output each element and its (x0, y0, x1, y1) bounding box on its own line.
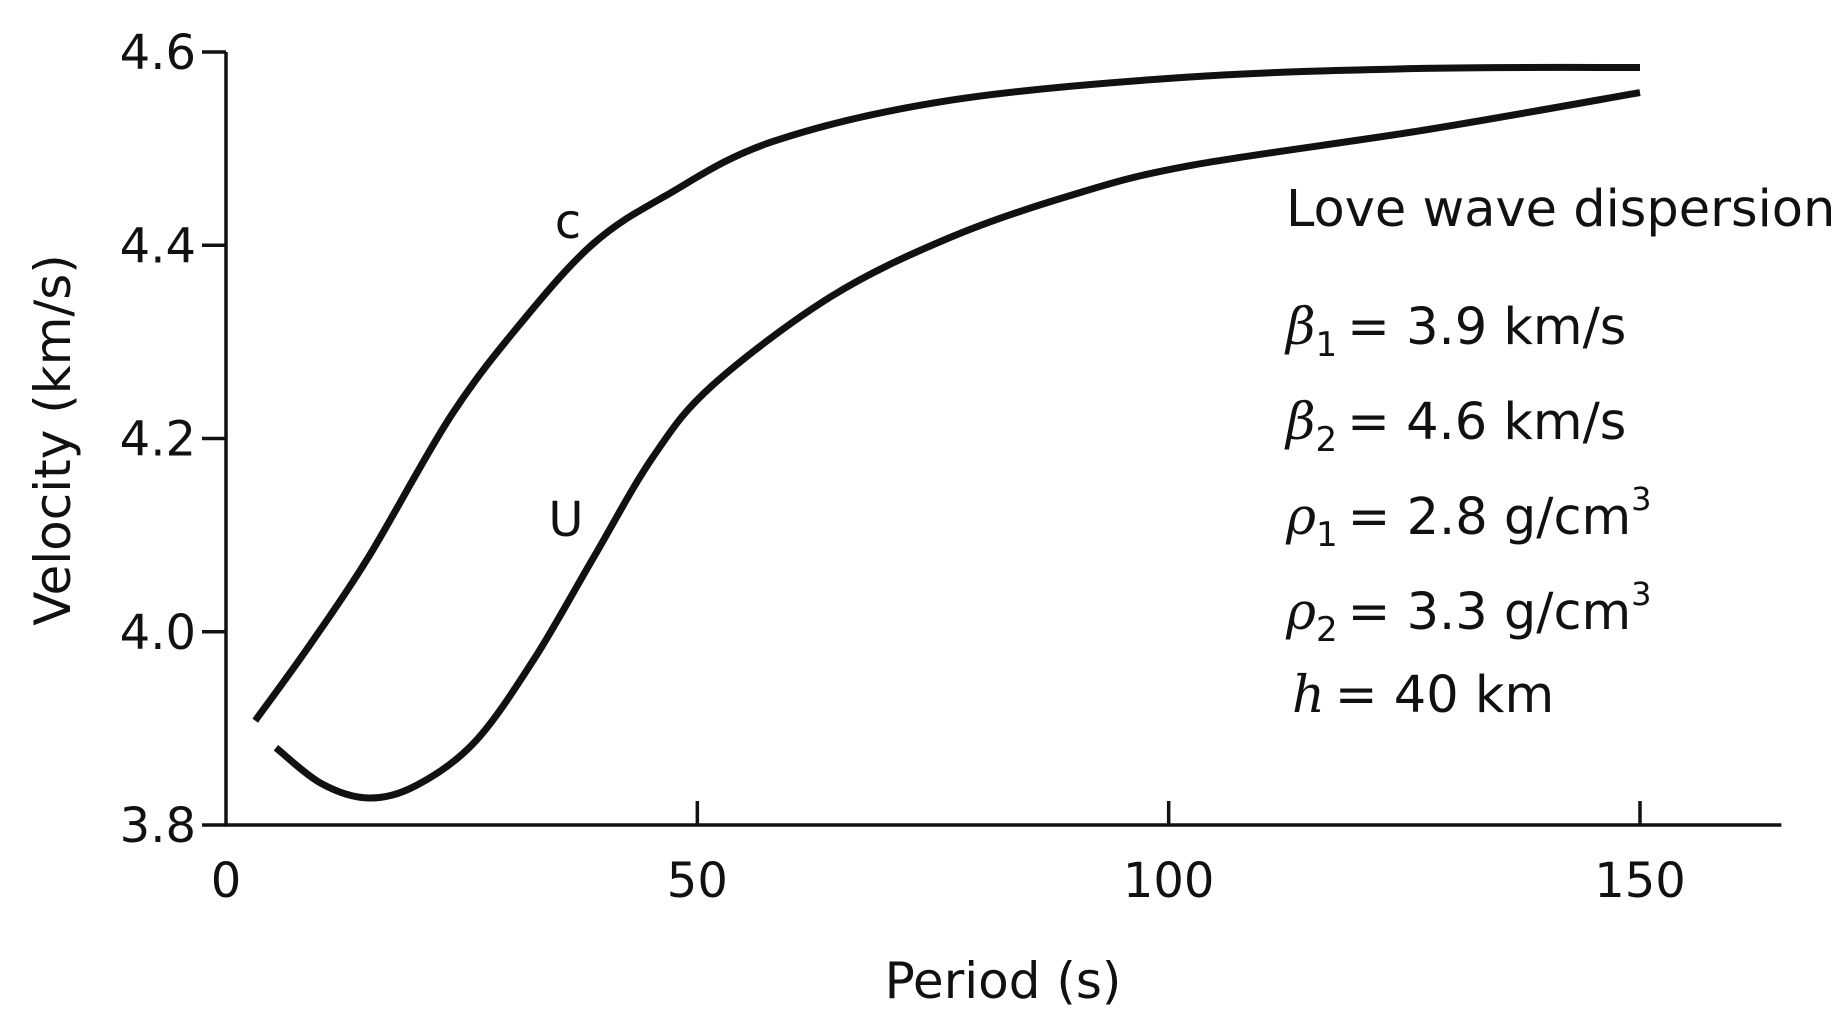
y-tick-label: 3.8 (120, 798, 196, 854)
axes: 3.8 4.0 4.2 4.4 4.6 0 50 100 150 (120, 25, 1782, 909)
parameter-0: β1 = 3.9 km/s (1284, 298, 1626, 365)
parameter-value: = 2.8 g/cm (1348, 488, 1632, 547)
x-tick-label: 100 (1123, 853, 1215, 909)
parameter-subscript: 1 (1316, 515, 1338, 555)
parameter-value: = 40 km (1335, 666, 1554, 725)
series-line-c (252, 63, 1641, 723)
parameter-symbol: β (1284, 298, 1315, 357)
parameter-subscript: 2 (1315, 420, 1337, 460)
y-axis-label: Velocity (km/s) (24, 254, 82, 626)
parameter-1: β2 = 4.6 km/s (1284, 393, 1626, 460)
x-axis-label: Period (s) (885, 952, 1122, 1010)
parameter-symbol: ρ (1285, 583, 1316, 642)
parameter-symbol: ρ (1285, 488, 1316, 547)
curve-label-u: U (548, 492, 583, 548)
curve-label-c: c (555, 194, 581, 250)
parameter-2: ρ1 = 2.8 g/cm3 (1285, 480, 1652, 555)
y-tick-label: 4.4 (120, 218, 196, 274)
parameter-value: = 3.3 g/cm (1348, 583, 1632, 642)
parameter-value: = 4.6 km/s (1347, 393, 1626, 452)
parameter-4: h = 40 km (1292, 666, 1554, 725)
series-line-u (273, 89, 1641, 802)
x-tick-label: 150 (1594, 853, 1686, 909)
x-tick-label: 50 (667, 853, 728, 909)
parameter-3: ρ2 = 3.3 g/cm3 (1285, 575, 1652, 650)
y-tick-label: 4.0 (120, 605, 196, 661)
curves (252, 63, 1641, 802)
parameter-symbol: h (1292, 666, 1325, 725)
x-tick-label: 0 (211, 853, 242, 909)
annotation-title: Love wave dispersion (1286, 180, 1835, 239)
parameter-superscript: 3 (1631, 480, 1651, 518)
y-tick-label: 4.6 (120, 25, 196, 81)
parameter-symbol: β (1284, 393, 1315, 452)
parameter-superscript: 3 (1631, 575, 1651, 613)
y-tick-label: 4.2 (120, 412, 196, 468)
parameter-subscript: 2 (1316, 610, 1338, 650)
parameter-value: = 3.9 km/s (1347, 298, 1626, 357)
parameter-subscript: 1 (1315, 325, 1337, 365)
